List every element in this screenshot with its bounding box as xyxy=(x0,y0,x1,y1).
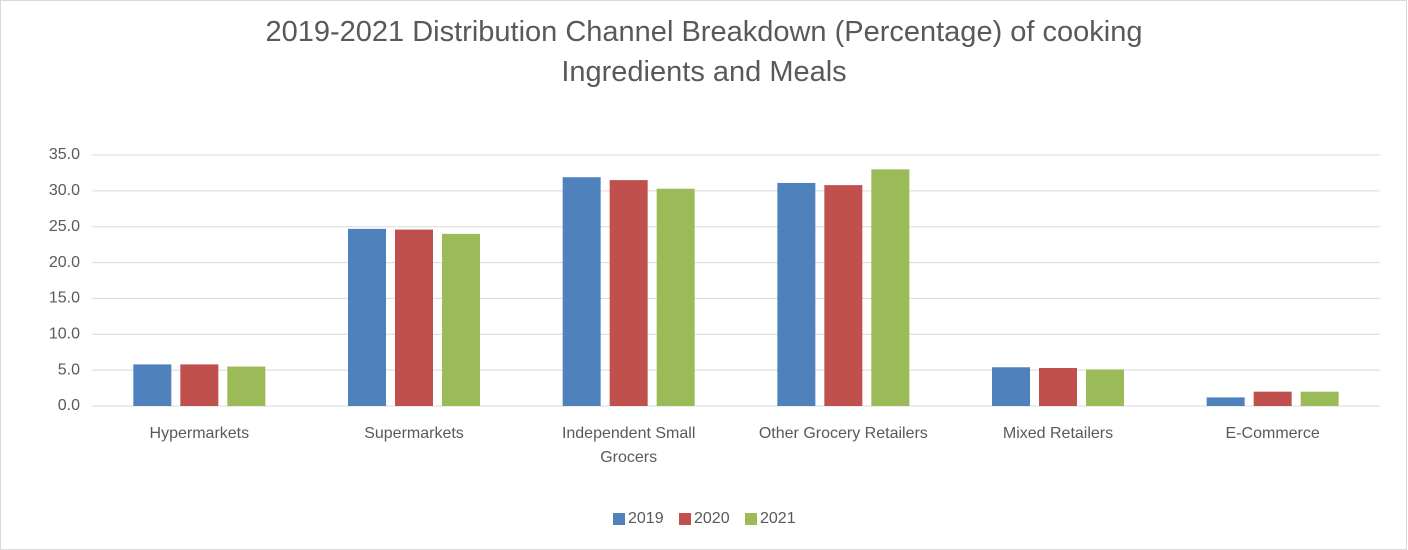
bar xyxy=(180,364,219,406)
legend-swatch xyxy=(679,513,691,525)
x-tick-label: Supermarkets xyxy=(364,425,464,442)
y-tick-label: 30.0 xyxy=(49,182,80,199)
bar xyxy=(1206,397,1245,406)
bar xyxy=(1086,369,1124,406)
x-tick-label: Hypermarkets xyxy=(149,425,250,442)
y-tick-label: 0.0 xyxy=(58,397,80,414)
bar xyxy=(227,366,266,406)
bar xyxy=(395,229,433,406)
x-tick-label: Mixed Retailers xyxy=(1002,425,1114,442)
legend-label: 2021 xyxy=(760,510,796,527)
y-tick-label: 15.0 xyxy=(49,290,80,307)
legend-label: 2019 xyxy=(628,510,664,527)
bar xyxy=(609,180,648,406)
bar xyxy=(562,177,601,406)
y-tick-label: 25.0 xyxy=(49,218,80,235)
bar xyxy=(824,185,863,406)
legend-label: 2020 xyxy=(694,510,730,527)
x-tick-label: Independent Small Grocers xyxy=(561,425,696,466)
y-tick-label: 10.0 xyxy=(49,326,80,343)
x-tick-label: Other Grocery Retailers xyxy=(758,425,928,442)
y-tick-label: 5.0 xyxy=(58,361,80,378)
y-tick-label: 35.0 xyxy=(49,146,80,163)
y-tick-label: 20.0 xyxy=(49,254,80,271)
bar xyxy=(992,367,1030,406)
bar xyxy=(133,364,172,406)
bar xyxy=(1300,391,1339,406)
legend-swatch xyxy=(613,513,625,525)
bar xyxy=(777,182,816,406)
bar xyxy=(871,169,910,406)
legend-swatch xyxy=(745,513,757,525)
bar xyxy=(1039,367,1077,406)
x-tick-label: E-Commerce xyxy=(1225,425,1320,442)
bar xyxy=(348,228,386,406)
bar xyxy=(1253,391,1292,406)
bar xyxy=(442,233,480,406)
chart-title: 2019-2021 Distribution Channel Breakdown… xyxy=(265,16,1143,88)
bar xyxy=(656,188,695,406)
